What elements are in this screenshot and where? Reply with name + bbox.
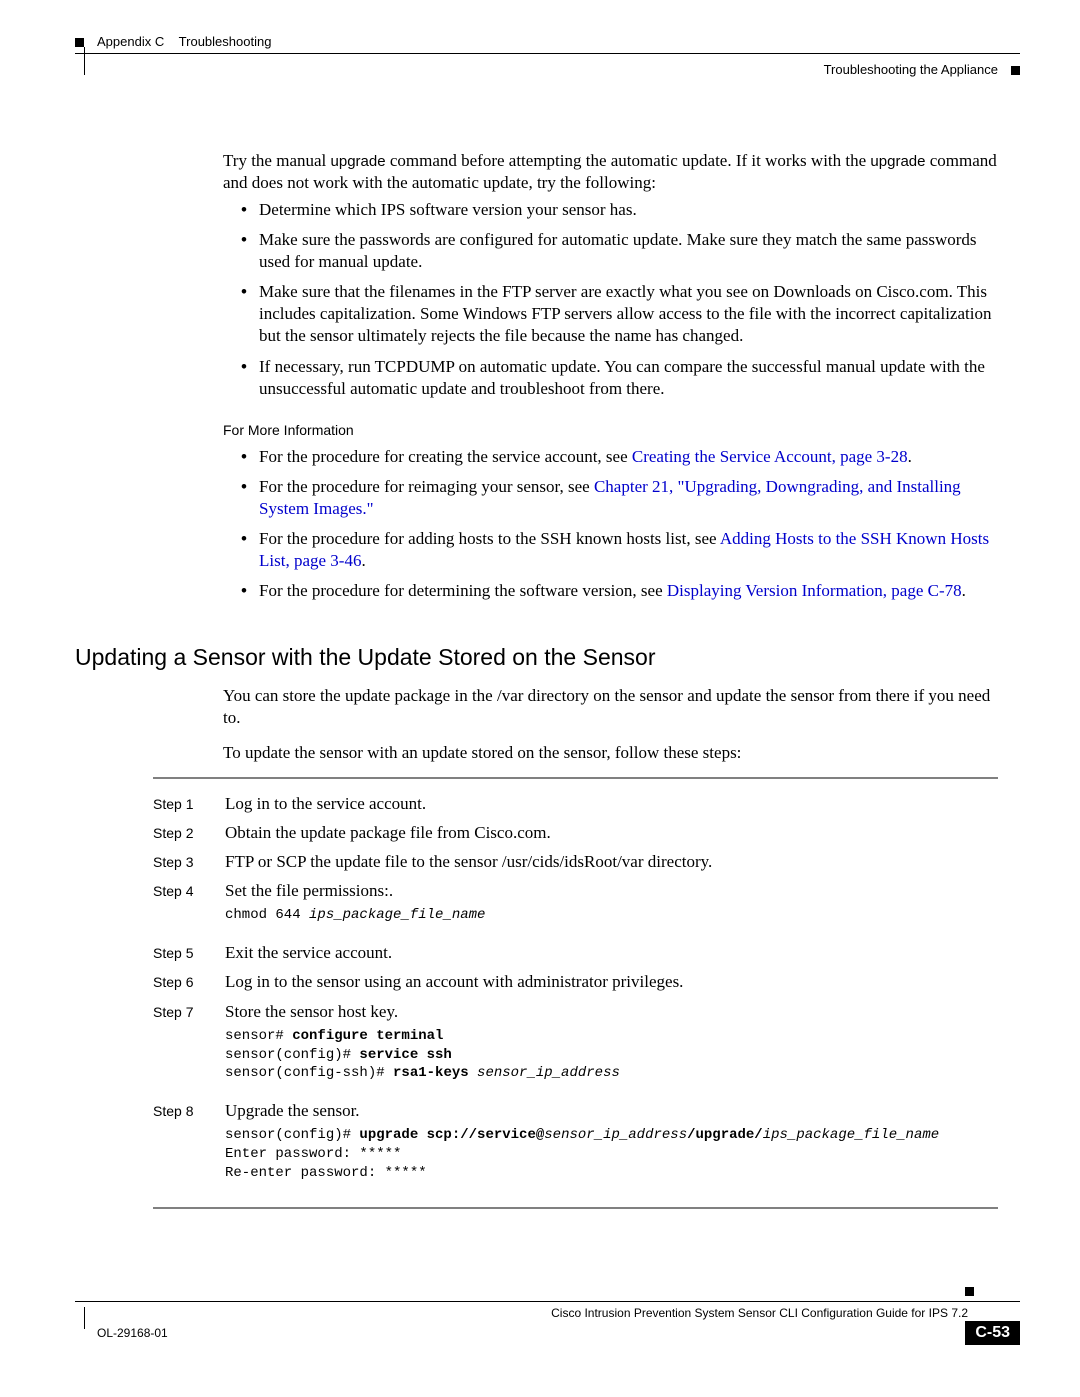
step-4-label: Step 4 — [153, 880, 225, 935]
step-7-label: Step 7 — [153, 1001, 225, 1094]
footer-rule — [75, 1301, 1020, 1302]
mi4-text: For the procedure for determining the so… — [259, 581, 667, 600]
sub-header: Troubleshooting the Appliance — [75, 62, 1020, 92]
decorative-square-footer — [965, 1287, 974, 1296]
step-8-text: Upgrade the sensor. — [225, 1100, 998, 1122]
intro-text-a: Try the manual — [223, 151, 331, 170]
step-1-text: Log in to the service account. — [225, 793, 998, 815]
s4-code-a: chmod 644 — [225, 907, 309, 923]
steps-rule-top — [153, 777, 998, 779]
page-number: C-53 — [965, 1321, 1020, 1345]
step-4: Step 4 Set the file permissions:. chmod … — [153, 880, 998, 935]
s8c2: Enter password: ***** — [225, 1146, 401, 1162]
step-8-label: Step 8 — [153, 1100, 225, 1193]
s8c1a: sensor(config)# — [225, 1127, 359, 1143]
s7c3b: rsa1-keys — [393, 1065, 477, 1081]
s7c1b: configure terminal — [292, 1028, 443, 1044]
step-8: Step 8 Upgrade the sensor. sensor(config… — [153, 1100, 998, 1193]
step-5: Step 5 Exit the service account. — [153, 942, 998, 964]
steps-list: Step 1 Log in to the service account. St… — [153, 793, 998, 1193]
mi4-end: . — [962, 581, 966, 600]
step-6-label: Step 6 — [153, 971, 225, 993]
step-6-text: Log in to the sensor using an account wi… — [225, 971, 998, 993]
s8c1b: upgrade scp://service@ — [359, 1127, 544, 1143]
step-3: Step 3 FTP or SCP the update file to the… — [153, 851, 998, 873]
step-2: Step 2 Obtain the update package file fr… — [153, 822, 998, 844]
intro-paragraph: Try the manual upgrade command before at… — [223, 150, 998, 193]
section-heading: Updating a Sensor with the Update Stored… — [75, 644, 998, 671]
footer-ol-number: OL-29168-01 — [97, 1326, 168, 1340]
section2-p1: You can store the update package in the … — [223, 685, 998, 728]
s7c3a: sensor(config-ssh)# — [225, 1065, 393, 1081]
s4-code-b: ips_package_file_name — [309, 907, 485, 923]
step-2-text: Obtain the update package file from Cisc… — [225, 822, 998, 844]
more-info-heading: For More Information — [223, 422, 998, 438]
intro-text-b: command before attempting the automatic … — [386, 151, 871, 170]
link-service-account[interactable]: Creating the Service Account, page 3-28 — [632, 447, 908, 466]
step-2-label: Step 2 — [153, 822, 225, 844]
more-info-bullets: For the procedure for creating the servi… — [241, 446, 998, 603]
step-4-code: chmod 644 ips_package_file_name — [225, 906, 998, 925]
footer-guide-title: Cisco Intrusion Prevention System Sensor… — [75, 1306, 968, 1320]
moreinfo-bullet-4: For the procedure for determining the so… — [241, 580, 998, 602]
step-3-text: FTP or SCP the update file to the sensor… — [225, 851, 998, 873]
step-7-code: sensor# configure terminal sensor(config… — [225, 1027, 998, 1084]
step-7-text: Store the sensor host key. — [225, 1001, 998, 1023]
s7c1a: sensor# — [225, 1028, 292, 1044]
troubleshoot-bullets: Determine which IPS software version you… — [241, 199, 998, 400]
mi3-end: . — [361, 551, 365, 570]
step-1-label: Step 1 — [153, 793, 225, 815]
bullet-3: Make sure that the filenames in the FTP … — [241, 281, 998, 347]
link-version-info[interactable]: Displaying Version Information, page C-7… — [667, 581, 962, 600]
s8c3: Re-enter password: ***** — [225, 1165, 427, 1181]
mi1-text: For the procedure for creating the servi… — [259, 447, 632, 466]
steps-rule-bottom — [153, 1207, 998, 1209]
upgrade-command-2: upgrade — [870, 153, 925, 170]
decorative-square-top-right — [1011, 66, 1020, 75]
upgrade-command-1: upgrade — [331, 153, 386, 170]
moreinfo-bullet-1: For the procedure for creating the servi… — [241, 446, 998, 468]
s7c2b: service ssh — [359, 1047, 451, 1063]
moreinfo-bullet-2: For the procedure for reimaging your sen… — [241, 476, 998, 520]
s7c2a: sensor(config)# — [225, 1047, 359, 1063]
running-header: Appendix C Troubleshooting — [75, 34, 1020, 54]
mi1-end: . — [908, 447, 912, 466]
step-3-label: Step 3 — [153, 851, 225, 873]
mi3-text: For the procedure for adding hosts to th… — [259, 529, 720, 548]
step-5-label: Step 5 — [153, 942, 225, 964]
step-7: Step 7 Store the sensor host key. sensor… — [153, 1001, 998, 1094]
step-8-code: sensor(config)# upgrade scp://service@se… — [225, 1126, 998, 1183]
moreinfo-bullet-3: For the procedure for adding hosts to th… — [241, 528, 998, 572]
section2-p2: To update the sensor with an update stor… — [223, 742, 998, 763]
step-4-text: Set the file permissions:. — [225, 880, 998, 902]
mi2-text: For the procedure for reimaging your sen… — [259, 477, 594, 496]
s8c1e: ips_package_file_name — [763, 1127, 939, 1143]
step-6: Step 6 Log in to the sensor using an acc… — [153, 971, 998, 993]
step-5-text: Exit the service account. — [225, 942, 998, 964]
s7c3c: sensor_ip_address — [477, 1065, 620, 1081]
bullet-2: Make sure the passwords are configured f… — [241, 229, 998, 273]
s8c1c: sensor_ip_address — [544, 1127, 687, 1143]
bullet-4: If necessary, run TCPDUMP on automatic u… — [241, 356, 998, 400]
bullet-1: Determine which IPS software version you… — [241, 199, 998, 221]
header-chapter: Troubleshooting — [179, 34, 272, 49]
header-appendix: Appendix C — [97, 34, 164, 49]
header-section: Troubleshooting the Appliance — [824, 62, 998, 77]
step-1: Step 1 Log in to the service account. — [153, 793, 998, 815]
footer: Cisco Intrusion Prevention System Sensor… — [75, 1301, 1020, 1349]
s8c1d: /upgrade/ — [687, 1127, 763, 1143]
